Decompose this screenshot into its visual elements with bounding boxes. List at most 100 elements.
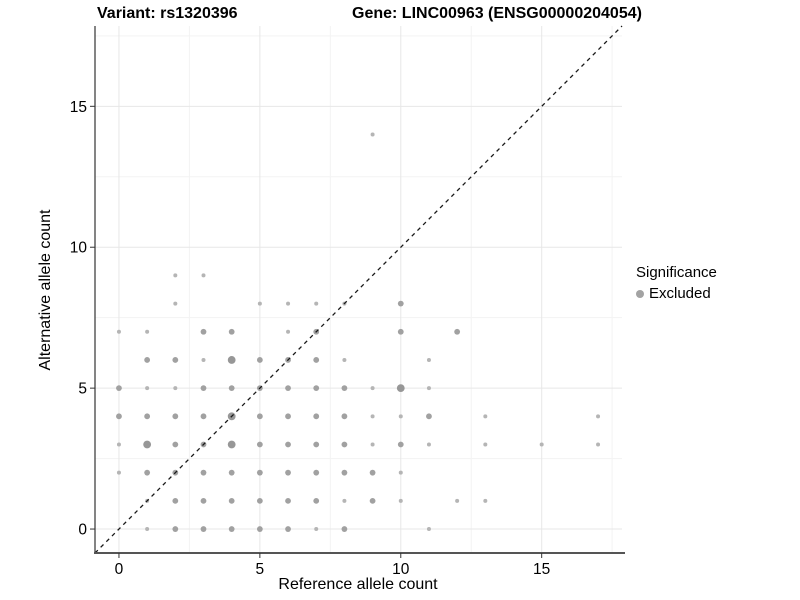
data-point: [369, 497, 376, 504]
data-point: [313, 469, 320, 476]
data-point: [398, 414, 403, 419]
y-tick-label: 0: [78, 522, 87, 539]
data-point: [228, 385, 235, 392]
data-point: [341, 385, 348, 392]
data-point: [116, 329, 121, 334]
data-point: [313, 441, 320, 448]
data-point: [285, 469, 291, 476]
data-point: [144, 469, 151, 476]
data-point: [227, 440, 236, 449]
legend-title: Significance: [636, 264, 717, 281]
data-point: [596, 414, 601, 419]
data-point: [116, 385, 122, 392]
data-point: [426, 386, 431, 391]
data-point: [144, 357, 151, 363]
data-point: [116, 442, 121, 447]
y-axis-title: Alternative allele count: [37, 209, 54, 371]
data-point: [342, 498, 347, 503]
data-point: [396, 384, 405, 393]
data-point: [286, 301, 291, 306]
data-point: [483, 498, 488, 503]
data-point: [370, 386, 375, 391]
data-point: [313, 413, 320, 420]
data-point: [256, 497, 263, 504]
data-point: [426, 357, 431, 362]
data-point: [172, 357, 179, 363]
data-point: [397, 441, 404, 448]
data-point: [426, 442, 431, 447]
data-point: [426, 413, 432, 420]
data-point: [369, 469, 376, 476]
data-point: [455, 498, 460, 503]
data-point: [172, 497, 179, 504]
data-point: [172, 526, 179, 532]
data-point: [143, 440, 152, 449]
data-point: [256, 526, 263, 532]
data-point: [172, 441, 179, 448]
data-point: [228, 526, 235, 532]
data-point: [285, 413, 291, 420]
data-point: [539, 442, 544, 447]
data-point: [256, 357, 263, 363]
data-point: [370, 132, 375, 137]
data-point: [313, 497, 320, 504]
data-point: [398, 470, 403, 475]
data-point: [227, 356, 236, 364]
data-point: [256, 413, 263, 420]
data-point: [285, 497, 291, 504]
circle-icon: [636, 289, 644, 298]
y-tick-label: 15: [70, 99, 87, 116]
data-point: [313, 385, 320, 392]
data-point: [228, 469, 235, 476]
data-point: [286, 329, 291, 334]
data-point: [341, 526, 348, 532]
data-point: [173, 386, 178, 391]
data-point: [285, 526, 291, 532]
data-point: [285, 385, 291, 392]
data-point: [596, 442, 601, 447]
y-tick-label: 5: [78, 381, 87, 398]
legend-item-label: Excluded: [649, 285, 711, 302]
data-point: [285, 441, 291, 448]
data-point: [313, 357, 320, 363]
identity-line: [94, 25, 623, 554]
data-point: [173, 273, 178, 278]
data-point: [145, 386, 150, 391]
data-point: [228, 497, 235, 504]
data-point: [397, 328, 404, 335]
data-point: [200, 385, 207, 392]
data-point: [201, 273, 206, 278]
legend: Significance Excluded: [636, 264, 717, 302]
data-point: [144, 413, 151, 420]
data-point: [145, 527, 150, 532]
data-point: [426, 527, 431, 532]
data-point: [398, 498, 403, 503]
data-point: [228, 328, 235, 335]
data-point: [314, 527, 319, 532]
data-point: [116, 470, 121, 475]
variant-title: Variant: rs1320396: [97, 5, 238, 22]
data-point: [200, 497, 207, 504]
data-point: [341, 469, 348, 476]
data-point: [256, 469, 263, 476]
data-point: [257, 301, 262, 306]
data-point: [370, 414, 375, 419]
x-tick-label: 5: [256, 561, 265, 578]
y-tick-label: 10: [70, 240, 88, 257]
gene-title: Gene: LINC00963 (ENSG00000204054): [352, 5, 642, 22]
legend-item-excluded: Excluded: [636, 285, 717, 302]
data-point: [454, 328, 461, 335]
data-point: [200, 469, 207, 476]
data-point: [172, 413, 179, 420]
data-point: [200, 413, 207, 420]
data-point: [173, 301, 178, 306]
data-point: [342, 357, 347, 362]
data-point: [483, 442, 488, 447]
data-point: [314, 301, 319, 306]
data-point: [256, 441, 263, 448]
x-axis-title: Reference allele count: [278, 576, 438, 593]
data-point: [201, 357, 206, 362]
data-point: [341, 413, 348, 420]
